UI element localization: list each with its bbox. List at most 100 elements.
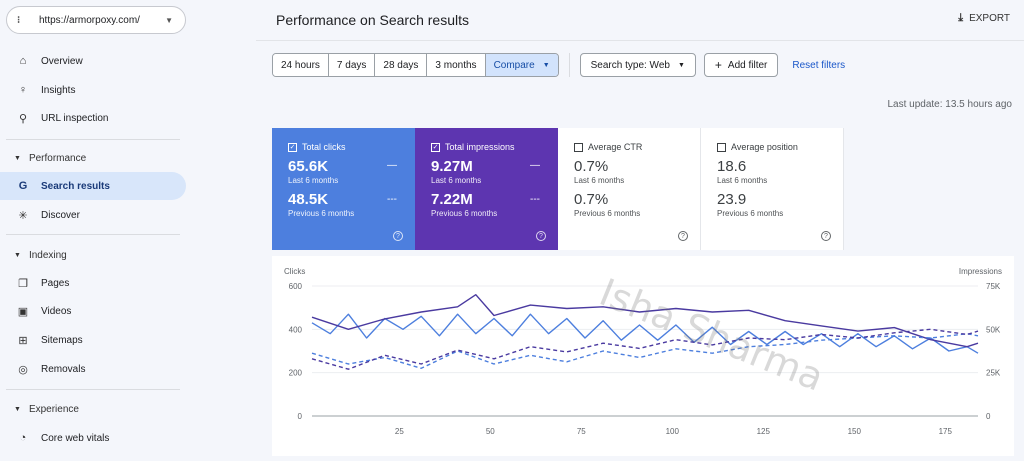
- reset-filters-link[interactable]: Reset filters: [792, 59, 846, 71]
- x-tick-label: 25: [395, 427, 404, 436]
- add-filter-button[interactable]: + Add filter: [703, 53, 779, 77]
- compare-dropdown[interactable]: Compare ▼: [485, 54, 558, 76]
- divider: [568, 53, 570, 77]
- sidebar-item-label: Discover: [41, 209, 80, 221]
- add-filter-label: Add filter: [727, 59, 768, 71]
- metric-period: Last 6 months: [431, 176, 482, 185]
- metric-prev-period: Previous 6 months: [288, 209, 355, 218]
- compare-label: Compare: [493, 59, 535, 71]
- caret-down-icon: ▼: [677, 61, 685, 69]
- sidebar-item-removals[interactable]: ◎ Removals: [0, 355, 186, 383]
- metric-prev-period: Previous 6 months: [717, 209, 784, 218]
- metric-value: 18.6: [717, 158, 747, 175]
- performance-chart-panel: Clicks Impressions 0 0 200 25K 400 50K 600 75K 25 5…: [272, 256, 1014, 456]
- metric-card-average-position[interactable]: Average position 18.6 Last 6 months 23.9…: [701, 128, 844, 250]
- metric-period: Last 6 months: [574, 176, 625, 185]
- download-icon: ⤓: [958, 12, 964, 24]
- series-line-impressions-last: [311, 294, 979, 348]
- sidebar-item-sitemaps[interactable]: ⊞ Sitemaps: [0, 326, 186, 354]
- sidebar-item-label: Core web vitals: [41, 432, 110, 444]
- section-experience[interactable]: ▼ Experience: [0, 399, 79, 419]
- sidebar-item-label: Overview: [41, 55, 83, 67]
- x-tick-label: 175: [939, 427, 953, 436]
- x-tick-label: 100: [666, 427, 680, 436]
- export-button[interactable]: ⤓ EXPORT: [958, 12, 1010, 25]
- gauge-icon: ◔: [19, 432, 27, 444]
- metric-label: Average CTR: [588, 142, 643, 152]
- help-icon[interactable]: ?: [536, 231, 546, 241]
- series-line-clicks-previous: [311, 333, 979, 369]
- solid-line-legend-icon: —: [530, 160, 540, 171]
- metric-prev-value: 0.7%: [574, 191, 609, 208]
- checkbox-unchecked-icon[interactable]: [574, 142, 583, 152]
- property-selector[interactable]: ⁝ https://armorpoxy.com/ ▼: [6, 6, 186, 34]
- section-indexing[interactable]: ▼ Indexing: [0, 245, 67, 265]
- metric-period: Last 6 months: [288, 176, 339, 185]
- divider: [6, 389, 180, 390]
- y-tick-label-left: 400: [289, 325, 303, 334]
- metric-prev-value: 23.9: [717, 191, 747, 208]
- sidebar-item-url-inspection[interactable]: ⚲ URL inspection: [0, 104, 186, 132]
- dashed-line-legend-icon: ---: [530, 194, 540, 205]
- metric-cards: ✓ Total clicks 65.6K Last 6 months 48.5K …: [272, 128, 844, 250]
- sidebar-item-insights[interactable]: ♀ Insights: [0, 76, 186, 104]
- filter-bar: 24 hours 7 days 28 days 3 months Compare…: [272, 53, 845, 77]
- series-line-impressions-previous: [311, 328, 979, 370]
- metric-card-total-clicks[interactable]: ✓ Total clicks 65.6K Last 6 months 48.5K …: [272, 128, 415, 250]
- x-tick-label: 75: [577, 427, 586, 436]
- range-28-days-button[interactable]: 28 days: [375, 54, 428, 76]
- range-24-hours-button[interactable]: 24 hours: [273, 54, 329, 76]
- main-content: Performance on Search results ⤓ EXPORT 2…: [196, 0, 1024, 461]
- performance-chart[interactable]: Clicks Impressions 0 0 200 25K 400 50K 600 75K 25 5…: [272, 256, 1014, 456]
- range-3-months-button[interactable]: 3 months: [427, 54, 486, 76]
- y-tick-label-left: 600: [289, 282, 303, 291]
- pages-icon: ❐: [18, 277, 28, 290]
- metric-card-average-ctr[interactable]: Average CTR 0.7% Last 6 months 0.7% Prev…: [558, 128, 701, 250]
- site-icon: ⁝: [17, 14, 21, 26]
- metric-period: Last 6 months: [717, 176, 768, 185]
- help-icon[interactable]: ?: [821, 231, 831, 241]
- section-performance[interactable]: ▼ Performance: [0, 148, 86, 168]
- metric-label: Total clicks: [302, 142, 346, 152]
- help-icon[interactable]: ?: [678, 231, 688, 241]
- range-7-days-button[interactable]: 7 days: [328, 54, 376, 76]
- sitemap-icon: ⊞: [18, 334, 28, 347]
- metric-value: 9.27M: [431, 158, 473, 175]
- help-icon[interactable]: ?: [393, 231, 403, 241]
- checkbox-unchecked-icon[interactable]: [717, 142, 726, 152]
- sidebar-item-search-results[interactable]: G Search results: [0, 172, 186, 200]
- y-tick-label-left: 200: [289, 369, 303, 378]
- sidebar-item-pages[interactable]: ❐ Pages: [0, 269, 186, 297]
- sidebar-item-videos[interactable]: ▣ Videos: [0, 297, 186, 325]
- sidebar-item-label: Videos: [41, 305, 72, 317]
- checkbox-checked-icon[interactable]: ✓: [288, 142, 297, 152]
- metric-card-total-impressions[interactable]: ✓ Total impressions 9.27M Last 6 months 7…: [415, 128, 558, 250]
- home-icon: ⌂: [19, 55, 27, 67]
- chevron-down-icon: ▼: [165, 15, 173, 25]
- section-label: Indexing: [28, 249, 67, 261]
- metric-value: 65.6K: [288, 158, 329, 175]
- y-axis-right-label: Impressions: [959, 267, 1002, 276]
- checkbox-checked-icon[interactable]: ✓: [431, 142, 440, 152]
- search-type-dropdown[interactable]: Search type: Web ▼: [579, 53, 696, 77]
- x-tick-label: 150: [848, 427, 862, 436]
- last-update-text: Last update: 13.5 hours ago: [887, 99, 1012, 110]
- sidebar-item-label: Removals: [41, 363, 86, 375]
- x-tick-label: 50: [486, 427, 495, 436]
- metric-prev-value: 7.22M: [431, 191, 473, 208]
- y-tick-label-left: 0: [298, 412, 303, 421]
- sidebar-item-overview[interactable]: ⌂ Overview: [0, 47, 186, 75]
- lightbulb-icon: ♀: [18, 84, 28, 96]
- sidebar-item-core-web-vitals[interactable]: ◔ Core web vitals: [0, 424, 186, 452]
- sidebar-item-label: URL inspection: [41, 112, 109, 124]
- y-axis-left-label: Clicks: [284, 267, 305, 276]
- search-type-label: Search type: Web: [590, 59, 670, 71]
- sidebar-item-label: Insights: [41, 84, 76, 96]
- metric-value: 0.7%: [574, 158, 609, 175]
- property-url: https://armorpoxy.com/: [39, 14, 140, 26]
- sidebar-item-discover[interactable]: ✳ Discover: [0, 201, 186, 229]
- date-range-selector: 24 hours 7 days 28 days 3 months Compare…: [272, 53, 559, 77]
- sidebar-item-label: Sitemaps: [41, 334, 83, 346]
- caret-down-icon: ▼: [542, 61, 550, 69]
- plus-icon: +: [714, 58, 722, 72]
